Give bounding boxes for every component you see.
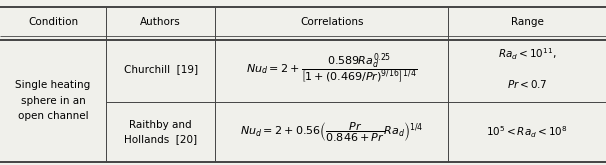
Text: $Nu_d = 2+\dfrac{0.589Ra_d^{0.25}}{\left[1+(0.469/Pr)^{9/16}\right]^{1/4}}$: $Nu_d = 2+\dfrac{0.589Ra_d^{0.25}}{\left… [246,52,418,86]
Text: $Nu_d = 2+0.56\left(\dfrac{Pr}{0.846+Pr}Ra_d\right)^{1/4}$: $Nu_d = 2+0.56\left(\dfrac{Pr}{0.846+Pr}… [240,120,424,144]
Text: $Ra_d < 10^{11}$,: $Ra_d < 10^{11}$, [498,47,556,62]
Text: Churchill  [19]: Churchill [19] [124,64,198,74]
Text: Correlations: Correlations [300,17,364,27]
Text: Raithby and
Hollands  [20]: Raithby and Hollands [20] [124,120,197,144]
Text: Single heating
sphere in an
open channel: Single heating sphere in an open channel [15,80,91,121]
Text: $Pr < 0.7$: $Pr < 0.7$ [507,78,547,90]
Text: Authors: Authors [140,17,181,27]
Text: Range: Range [511,17,544,27]
Text: $10^5 < Ra_d < 10^8$: $10^5 < Ra_d < 10^8$ [487,124,568,140]
Text: Condition: Condition [28,17,78,27]
